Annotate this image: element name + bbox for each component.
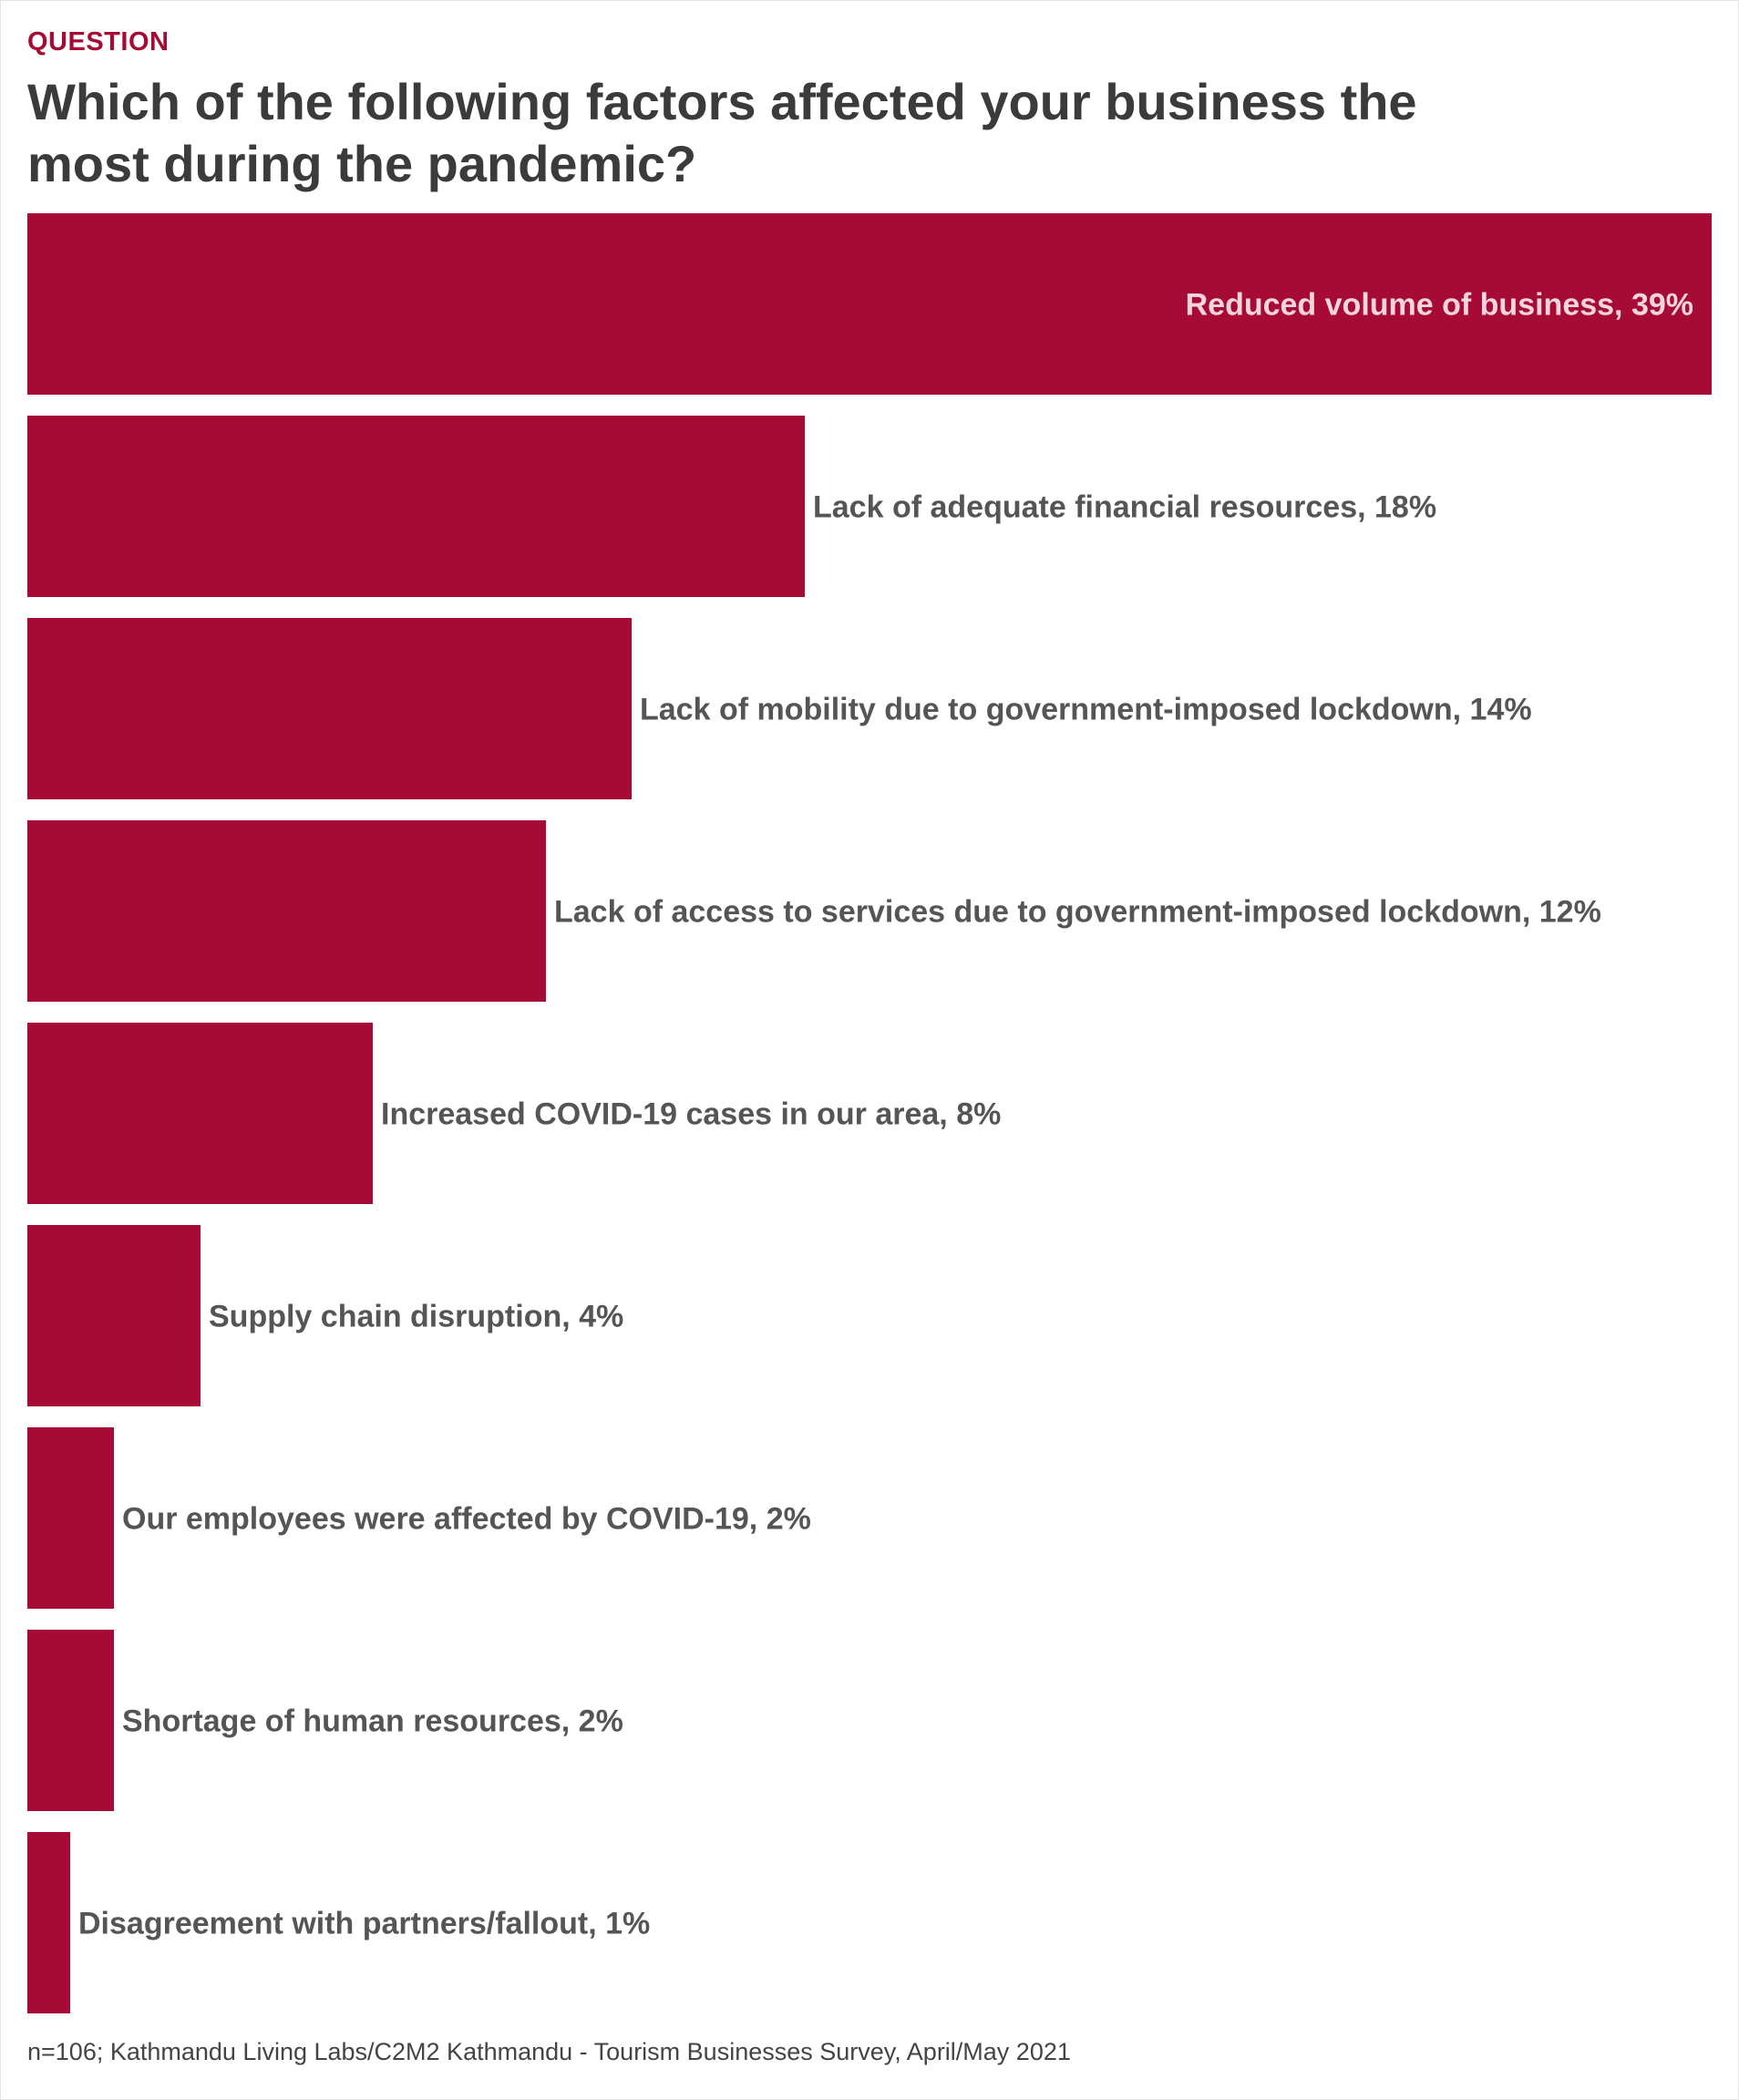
bar-label-9: Disagreement with partners/fallout, 1% — [78, 1907, 650, 1941]
bar-4 — [27, 820, 546, 1002]
bar-2 — [27, 416, 805, 597]
bar-7 — [27, 1427, 114, 1609]
bar-3 — [27, 618, 632, 799]
chart-title: Which of the following factors affected … — [27, 73, 1417, 192]
bar-label-2: Lack of adequate financial resources, 18… — [813, 490, 1436, 525]
bar-label-3: Lack of mobility due to government-impos… — [640, 693, 1532, 727]
bar-label-6: Supply chain disruption, 4% — [209, 1300, 623, 1334]
bar-1 — [27, 213, 1712, 395]
bar-label-1: Reduced volume of business, 39% — [1186, 288, 1693, 323]
question-kicker: QUESTION — [27, 27, 170, 57]
bar-6 — [27, 1225, 201, 1406]
bar-label-5: Increased COVID-19 cases in our area, 8% — [381, 1097, 1001, 1132]
bar-label-4: Lack of access to services due to govern… — [554, 895, 1601, 930]
bar-8 — [27, 1630, 114, 1811]
source-footnote: n=106; Kathmandu Living Labs/C2M2 Kathma… — [27, 2038, 1071, 2065]
bar-5 — [27, 1023, 373, 1204]
bar-label-7: Our employees were affected by COVID-19,… — [122, 1502, 811, 1537]
bar-label-8: Shortage of human resources, 2% — [122, 1704, 623, 1739]
bar-9 — [27, 1832, 70, 2013]
